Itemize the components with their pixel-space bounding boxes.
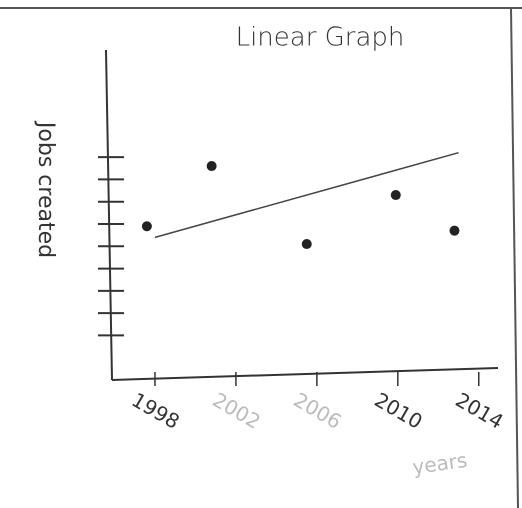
x-axis: [111, 367, 499, 381]
point: [141, 221, 152, 232]
x-tick-label: 2014: [451, 388, 507, 434]
frame-right: [510, 7, 519, 508]
x-tick-label: 2006: [290, 388, 346, 434]
point: [206, 161, 217, 172]
x-tick-label: 2010: [371, 388, 427, 434]
trend-line: [154, 151, 459, 239]
x-tick-label: 1998: [128, 388, 184, 434]
y-axis-label: Jobs created: [33, 120, 58, 258]
chart-title: Linear Graph: [236, 23, 405, 53]
x-axis-label: years: [411, 448, 469, 479]
y-axis: [105, 49, 113, 381]
point: [301, 239, 312, 250]
point: [390, 190, 401, 201]
x-tick-label: 2002: [209, 388, 265, 434]
point: [449, 225, 460, 236]
